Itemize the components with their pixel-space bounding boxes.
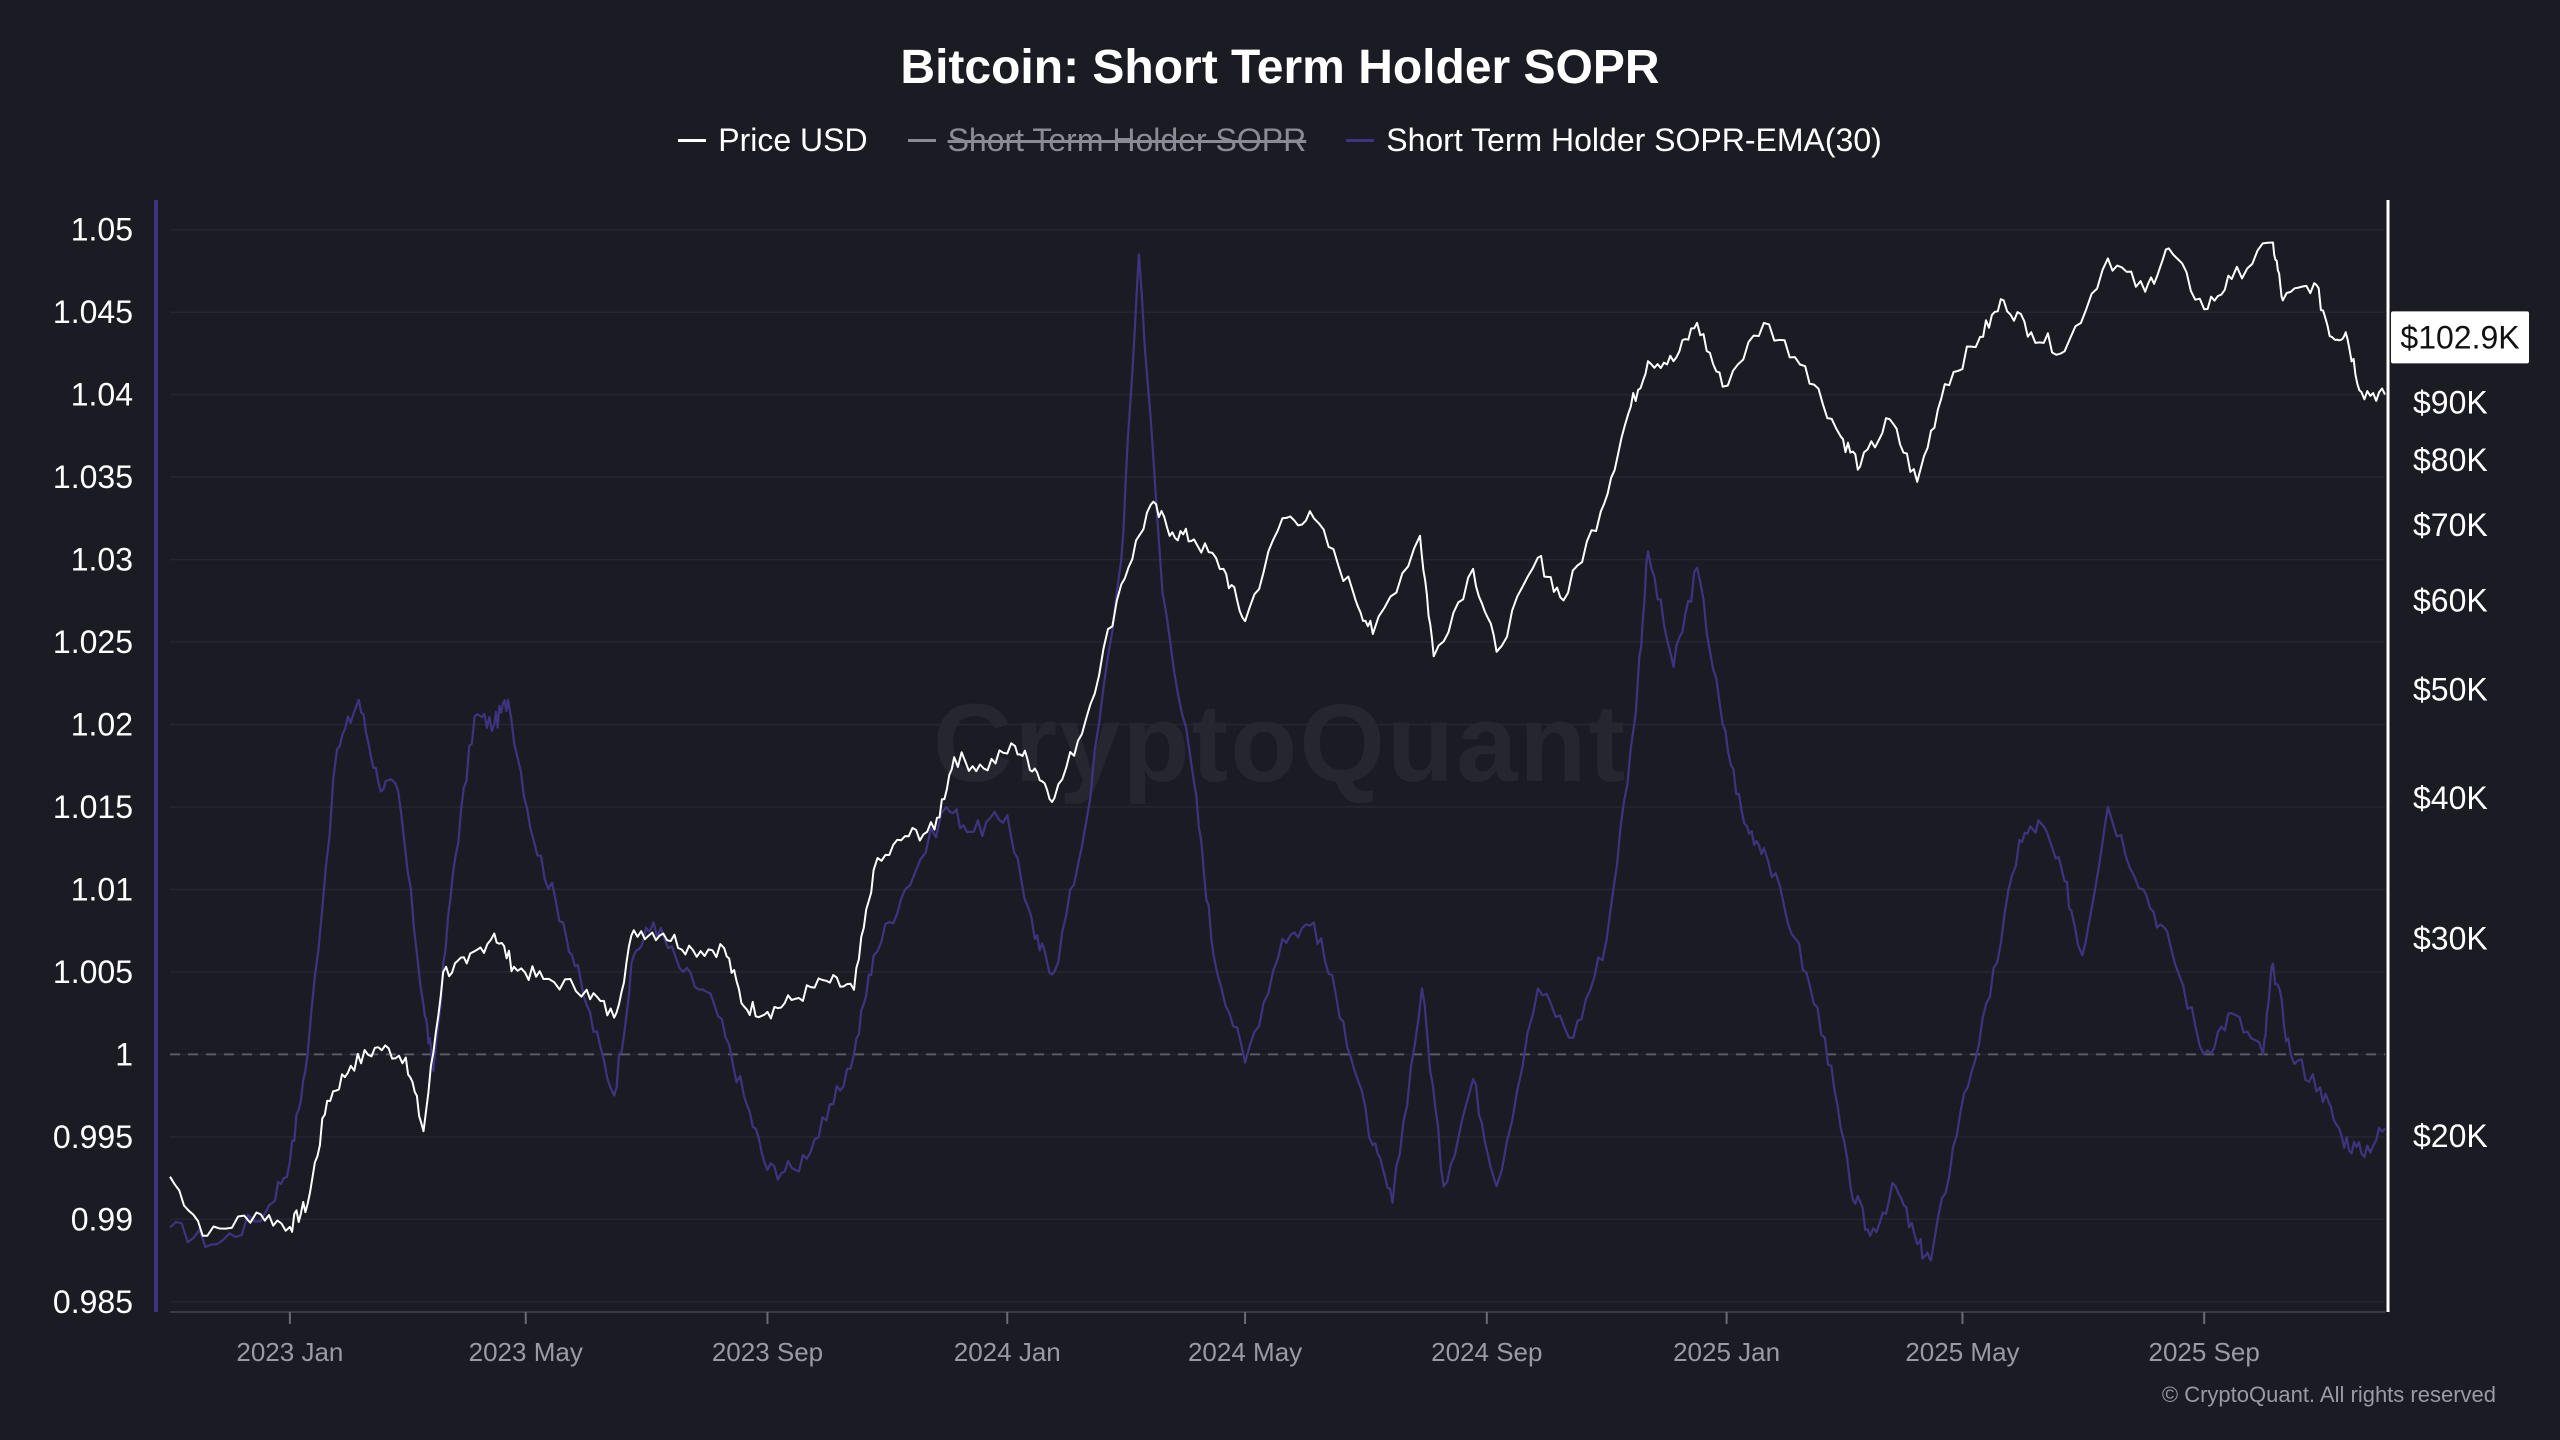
legend-label-price: Price USD <box>718 122 868 158</box>
chart-title: Bitcoin: Short Term Holder SOPR <box>900 41 1660 94</box>
legend-item-sopr[interactable]: Short Term Holder SOPR <box>907 122 1307 159</box>
y-right-tick-label: $40K <box>2413 780 2488 816</box>
y-left-tick-label: 1.03 <box>71 542 133 578</box>
legend-label-sopr-ema: Short Term Holder SOPR-EMA(30) <box>1386 122 1882 158</box>
x-tick-label: 2025 Jan <box>1673 1337 1780 1367</box>
legend: Price USD Short Term Holder SOPR Short T… <box>0 122 2560 159</box>
x-tick-label: 2023 May <box>469 1337 583 1367</box>
y-left-tick-label: 1.015 <box>53 789 133 825</box>
y-right-tick-label: $80K <box>2413 442 2488 478</box>
grid-layer <box>170 228 2385 1303</box>
x-tick-label: 2024 May <box>1188 1337 1302 1367</box>
legend-swatch-sopr-ema <box>1346 139 1375 142</box>
x-tick-label: 2024 Jan <box>954 1337 1061 1367</box>
current-price-label-box <box>2391 311 2529 364</box>
legend-swatch-price <box>678 139 707 142</box>
legend-swatch-sopr <box>907 139 936 142</box>
series-line-sopr-ema <box>169 253 2386 1262</box>
y-right-tick-label: $30K <box>2413 920 2488 956</box>
legend-item-sopr-ema[interactable]: Short Term Holder SOPR-EMA(30) <box>1346 122 1882 159</box>
legend-label-sopr: Short Term Holder SOPR <box>947 122 1307 158</box>
y-left-tick-label: 1.04 <box>71 377 133 413</box>
y-right-tick-label: $90K <box>2413 385 2488 421</box>
copyright-text: © CryptoQuant. All rights reserved <box>2161 1382 2496 1407</box>
y-left-tick-label: 1.035 <box>53 459 133 495</box>
x-tick-label: 2023 Jan <box>236 1337 343 1367</box>
x-tick-label: 2025 Sep <box>2149 1337 2260 1367</box>
legend-item-price[interactable]: Price USD <box>678 122 868 159</box>
x-tick-label: 2025 May <box>1905 1337 2019 1367</box>
y-left-tick-label: 0.99 <box>71 1201 133 1237</box>
x-tick-label: 2023 Sep <box>712 1337 823 1367</box>
y-right-tick-label: $60K <box>2413 582 2488 618</box>
y-left-tick-label: 1 <box>115 1036 133 1072</box>
y-right-tick-label: $70K <box>2413 507 2488 543</box>
y-left-tick-label: 1.005 <box>53 954 133 990</box>
y-left-tick-label: 1.045 <box>53 294 133 330</box>
axis-layer: 1.05 1.045 1.04 1.035 1.03 1.025 1.02 1.015 1.01… <box>53 200 2529 1367</box>
y-left-tick-label: 0.995 <box>53 1119 133 1155</box>
series-layer <box>169 241 2386 1262</box>
x-tick-label: 2024 Sep <box>1431 1337 1542 1367</box>
y-right-tick-label: $50K <box>2413 671 2488 707</box>
series-line-price <box>169 241 2386 1237</box>
y-left-tick-label: 1.025 <box>53 624 133 660</box>
watermark: CryptoQuant <box>932 682 1628 805</box>
y-left-tick-label: 1.01 <box>71 871 133 907</box>
y-left-tick-label: 1.02 <box>71 707 133 743</box>
current-price-label: $102.9K <box>2400 319 2519 355</box>
y-right-tick-label: $20K <box>2413 1118 2488 1154</box>
y-left-tick-label: 1.05 <box>71 212 133 248</box>
y-left-tick-label: 0.985 <box>53 1284 133 1320</box>
